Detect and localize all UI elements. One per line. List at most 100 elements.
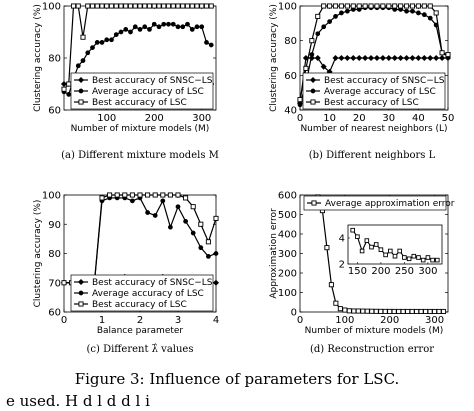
- inset-data-point: [416, 255, 421, 260]
- series-square: [315, 194, 447, 315]
- y-tick-label: 60: [284, 71, 297, 82]
- x-tick-label: 2: [137, 315, 143, 326]
- data-point: [351, 308, 357, 314]
- data-point: [190, 230, 196, 236]
- y-tick-label: 60: [48, 106, 61, 117]
- legend-box: [303, 195, 447, 211]
- data-point: [379, 54, 386, 62]
- data-point: [332, 54, 339, 62]
- data-point: [199, 24, 205, 30]
- legend-box: [70, 72, 214, 110]
- legend-label: Best accuracy of LSC: [92, 98, 187, 108]
- inset: 150 200 250 300 2 4: [339, 224, 443, 277]
- legend-label: Best accuracy of SNSC−LS: [92, 76, 213, 86]
- data-point: [297, 102, 303, 108]
- inset-data-point: [406, 256, 412, 262]
- x-axis-label: Number of mixture models (M): [305, 326, 444, 336]
- data-point: [160, 198, 166, 204]
- data-point: [342, 307, 348, 313]
- y-tick-label: 70: [48, 278, 61, 289]
- series-square: [61, 192, 219, 286]
- data-point: [85, 50, 91, 56]
- x-tick-label: 200: [145, 113, 164, 124]
- data-point: [80, 34, 86, 40]
- data-point: [427, 15, 433, 21]
- data-point: [368, 3, 374, 9]
- y-tick-label: 600: [278, 191, 297, 202]
- data-point: [199, 3, 205, 9]
- inset-data-point: [402, 255, 407, 260]
- data-point: [410, 8, 415, 14]
- data-point: [360, 308, 366, 314]
- data-point: [398, 3, 404, 9]
- data-point: [344, 54, 351, 62]
- data-point: [160, 192, 166, 198]
- data-point: [137, 3, 143, 9]
- data-point: [423, 308, 429, 315]
- data-point: [364, 308, 370, 314]
- x-tick-label: 0: [297, 315, 303, 326]
- data-point: [373, 308, 379, 314]
- y-tick-label: 80: [48, 54, 61, 65]
- data-point: [409, 308, 415, 314]
- data-point: [405, 308, 411, 314]
- legend-label: Average accuracy of LSC: [92, 87, 204, 97]
- data-point: [440, 308, 447, 315]
- x-axis-label: Number of nearest neighbors (L): [300, 124, 447, 134]
- inset-data-point: [411, 253, 417, 259]
- data-point: [94, 40, 100, 45]
- legend-marker: [310, 99, 316, 105]
- data-point: [427, 308, 433, 315]
- y-axis-label: Clustering accuracy (%): [269, 4, 279, 112]
- data-point: [212, 279, 220, 286]
- panel-d: 0 100 200 300 0 100 200 300 400 500 600 Number of m…: [269, 191, 455, 356]
- data-point: [142, 3, 148, 9]
- data-point: [75, 3, 81, 9]
- data-point: [180, 24, 186, 30]
- data-point: [369, 308, 375, 314]
- data-point: [338, 54, 345, 62]
- data-point: [344, 3, 350, 9]
- inset-data-point: [373, 242, 379, 247]
- data-point: [113, 3, 119, 9]
- data-point: [99, 195, 105, 201]
- data-point: [328, 282, 334, 288]
- inset-data-point: [425, 255, 431, 260]
- data-point: [391, 54, 398, 62]
- x-tick-label: 200: [380, 315, 399, 326]
- y-tick-label: 500: [278, 210, 297, 221]
- data-point: [303, 65, 309, 71]
- data-point: [320, 63, 327, 70]
- data-point: [436, 308, 442, 315]
- data-point: [137, 192, 143, 198]
- data-point: [99, 3, 105, 9]
- data-point: [337, 306, 343, 312]
- legend-marker: [78, 99, 84, 105]
- data-point: [439, 54, 446, 62]
- data-point: [61, 280, 67, 286]
- data-point: [421, 12, 427, 18]
- data-point: [129, 192, 135, 198]
- data-point: [90, 45, 95, 50]
- legend-label: Average accuracy of LSC: [92, 289, 204, 299]
- x-tick-label: 1: [99, 315, 105, 326]
- data-point: [338, 3, 344, 9]
- data-point: [362, 54, 369, 62]
- data-point: [80, 58, 86, 63]
- x-tick-label: 3: [175, 315, 181, 326]
- data-point: [130, 198, 135, 204]
- data-point: [145, 210, 150, 215]
- y-tick-label: 40: [284, 106, 297, 117]
- data-point: [147, 27, 152, 32]
- inset-data-point: [397, 248, 402, 254]
- data-point: [194, 3, 200, 9]
- data-point: [445, 52, 451, 58]
- data-point: [204, 40, 209, 45]
- data-point: [387, 308, 393, 314]
- data-point: [382, 308, 388, 314]
- data-point: [427, 3, 433, 9]
- series-square: [61, 3, 214, 92]
- data-point: [368, 54, 375, 62]
- legend-label: Average approximation error: [325, 199, 455, 209]
